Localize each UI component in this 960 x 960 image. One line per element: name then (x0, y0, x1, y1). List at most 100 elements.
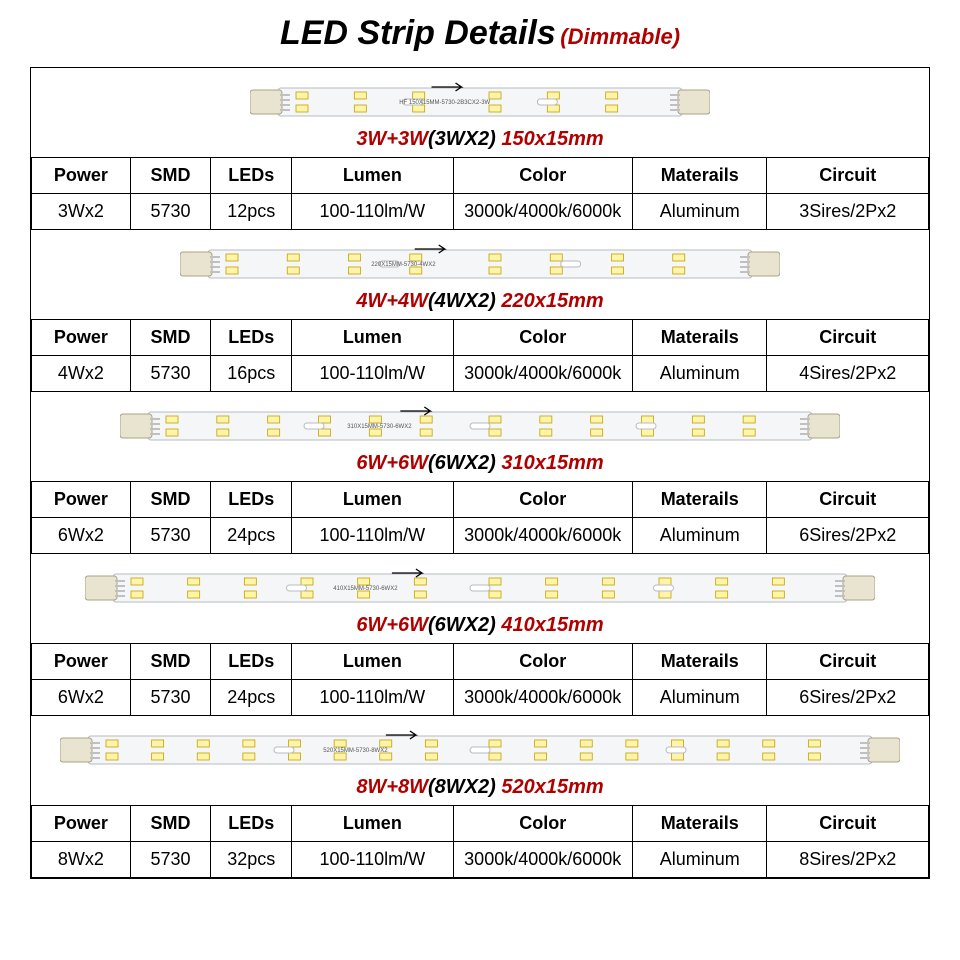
caption-power: 4W+4W (356, 290, 428, 312)
table-header-row: PowerSMDLEDsLumenColorMaterailsCircuit (32, 320, 929, 356)
table-cell: Aluminum (632, 356, 767, 392)
table-cell: Aluminum (632, 680, 767, 716)
caption-mult: (4WX2) (428, 290, 496, 312)
table-cell: Aluminum (632, 518, 767, 554)
strip-visual-row: 520X15MM-5730-8WX28W+8W(8WX2) 520x15mm (31, 716, 929, 805)
strip-section: 220X15MM-5730-4WX2 4W+4W(4WX2) 220x15mm Po… (31, 230, 929, 392)
table-header-cell: Circuit (767, 320, 929, 356)
led-strip-icon: 220X15MM-5730-4WX2 (180, 242, 780, 286)
led-strip-icon: 310X15MM-5730-6WX2 (120, 404, 840, 448)
spec-table: PowerSMDLEDsLumenColorMaterailsCircuit3W… (31, 157, 929, 230)
table-cell: Aluminum (632, 842, 767, 878)
table-row: 3Wx2573012pcs100-110lm/W3000k/4000k/6000… (32, 194, 929, 230)
table-header-cell: LEDs (211, 158, 292, 194)
caption-power: 3W+3W (356, 128, 428, 150)
table-header-cell: Power (32, 482, 131, 518)
strip-section: HF 150X15MM-5730-2B3CX2-3W 3W+3W(3WX2) 15… (31, 68, 929, 230)
caption-size: 410x15mm (501, 614, 603, 636)
svg-text:520X15MM-5730-8WX2: 520X15MM-5730-8WX2 (323, 748, 388, 754)
strip-visual-row: HF 150X15MM-5730-2B3CX2-3W 3W+3W(3WX2) 15… (31, 68, 929, 157)
table-header-cell: Lumen (292, 806, 453, 842)
table-cell: 6Sires/2Px2 (767, 680, 929, 716)
table-header-cell: Color (453, 482, 632, 518)
caption-size: 220x15mm (501, 290, 603, 312)
table-row: 4Wx2573016pcs100-110lm/W3000k/4000k/6000… (32, 356, 929, 392)
table-cell: 5730 (130, 680, 211, 716)
svg-text:HF 150X15MM-5730-2B3CX2-3W: HF 150X15MM-5730-2B3CX2-3W (399, 100, 490, 106)
svg-text:410X15MM-5730-6WX2: 410X15MM-5730-6WX2 (333, 586, 398, 592)
led-strip-icon: 520X15MM-5730-8WX2 (60, 728, 900, 772)
strip-visual-row: 220X15MM-5730-4WX2 4W+4W(4WX2) 220x15mm (31, 230, 929, 319)
table-cell: 100-110lm/W (292, 518, 453, 554)
table-cell: 3000k/4000k/6000k (453, 518, 632, 554)
table-cell: 3Sires/2Px2 (767, 194, 929, 230)
table-row: 8Wx2573032pcs100-110lm/W3000k/4000k/6000… (32, 842, 929, 878)
table-cell: 3000k/4000k/6000k (453, 680, 632, 716)
table-cell: 3000k/4000k/6000k (453, 842, 632, 878)
table-header-row: PowerSMDLEDsLumenColorMaterailsCircuit (32, 482, 929, 518)
table-cell: 4Sires/2Px2 (767, 356, 929, 392)
svg-text:310X15MM-5730-6WX2: 310X15MM-5730-6WX2 (347, 424, 412, 430)
table-cell: 3000k/4000k/6000k (453, 194, 632, 230)
table-cell: 32pcs (211, 842, 292, 878)
table-cell: Aluminum (632, 194, 767, 230)
table-header-cell: SMD (130, 482, 211, 518)
table-cell: 100-110lm/W (292, 842, 453, 878)
strip-section: 310X15MM-5730-6WX2 6W+6W(6WX2) 310x15mm Po… (31, 392, 929, 554)
caption-power: 6W+6W (356, 614, 428, 636)
strip-caption: 6W+6W(6WX2) 310x15mm (53, 448, 907, 475)
table-header-cell: Power (32, 806, 131, 842)
table-header-cell: SMD (130, 158, 211, 194)
table-header-cell: SMD (130, 644, 211, 680)
table-header-cell: Materails (632, 158, 767, 194)
table-cell: 100-110lm/W (292, 194, 453, 230)
table-cell: 24pcs (211, 680, 292, 716)
table-header-cell: Materails (632, 482, 767, 518)
table-cell: 100-110lm/W (292, 356, 453, 392)
led-strip-icon: HF 150X15MM-5730-2B3CX2-3W (250, 80, 710, 124)
table-header-cell: Materails (632, 806, 767, 842)
table-header-cell: Power (32, 320, 131, 356)
strip-section: 410X15MM-5730-6WX26W+6W(6WX2) 410x15mmPo… (31, 554, 929, 716)
caption-mult: (6WX2) (428, 452, 496, 474)
spec-table: PowerSMDLEDsLumenColorMaterailsCircuit4W… (31, 319, 929, 392)
table-cell: 6Wx2 (32, 680, 131, 716)
table-cell: 5730 (130, 194, 211, 230)
table-header-cell: Circuit (767, 644, 929, 680)
table-header-cell: LEDs (211, 320, 292, 356)
table-cell: 3000k/4000k/6000k (453, 356, 632, 392)
table-cell: 6Wx2 (32, 518, 131, 554)
strip-caption: 6W+6W(6WX2) 410x15mm (53, 610, 907, 637)
table-header-cell: Color (453, 806, 632, 842)
table-header-cell: Lumen (292, 158, 453, 194)
table-row: 6Wx2573024pcs100-110lm/W3000k/4000k/6000… (32, 518, 929, 554)
table-header-cell: LEDs (211, 482, 292, 518)
table-header-cell: Color (453, 644, 632, 680)
spec-table: PowerSMDLEDsLumenColorMaterailsCircuit8W… (31, 805, 929, 878)
table-header-cell: LEDs (211, 644, 292, 680)
strip-visual-row: 310X15MM-5730-6WX2 6W+6W(6WX2) 310x15mm (31, 392, 929, 481)
table-cell: 6Sires/2Px2 (767, 518, 929, 554)
table-cell: 5730 (130, 842, 211, 878)
table-cell: 8Sires/2Px2 (767, 842, 929, 878)
table-header-row: PowerSMDLEDsLumenColorMaterailsCircuit (32, 806, 929, 842)
table-cell: 8Wx2 (32, 842, 131, 878)
caption-mult: (8WX2) (428, 776, 496, 798)
caption-size: 310x15mm (501, 452, 603, 474)
table-cell: 100-110lm/W (292, 680, 453, 716)
table-header-cell: Circuit (767, 482, 929, 518)
table-header-cell: Color (453, 158, 632, 194)
table-cell: 5730 (130, 356, 211, 392)
strip-caption: 3W+3W(3WX2) 150x15mm (53, 124, 907, 151)
table-header-cell: Lumen (292, 482, 453, 518)
table-header-cell: LEDs (211, 806, 292, 842)
table-cell: 4Wx2 (32, 356, 131, 392)
table-row: 6Wx2573024pcs100-110lm/W3000k/4000k/6000… (32, 680, 929, 716)
strip-section: 520X15MM-5730-8WX28W+8W(8WX2) 520x15mmPo… (31, 716, 929, 878)
table-cell: 24pcs (211, 518, 292, 554)
table-cell: 16pcs (211, 356, 292, 392)
spec-table: PowerSMDLEDsLumenColorMaterailsCircuit6W… (31, 481, 929, 554)
table-cell: 3Wx2 (32, 194, 131, 230)
table-cell: 5730 (130, 518, 211, 554)
caption-size: 150x15mm (501, 128, 603, 150)
